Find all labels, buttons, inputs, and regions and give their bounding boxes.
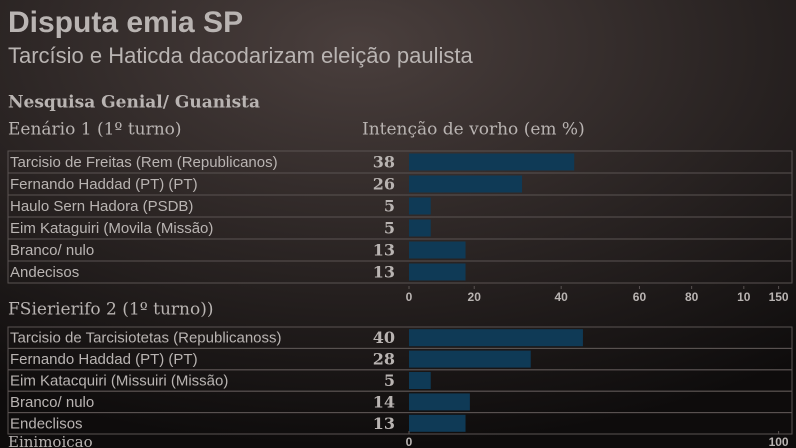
row-label: Branco/ nulo: [10, 242, 94, 259]
row-label: Eim Katacquiri (Missuiri (Missão): [10, 372, 228, 389]
value-label: 5: [384, 197, 395, 216]
value-label: 13: [373, 263, 395, 282]
x-tick-label: 10: [737, 290, 751, 304]
bar: [409, 263, 466, 281]
x-tick-label: 60: [633, 290, 647, 304]
x-tick-label: 80: [685, 290, 699, 304]
row-label: Andecisos: [10, 264, 79, 281]
x-tick-label: 150: [769, 290, 789, 304]
section-title: FSierierifo 2 (1º turno)): [8, 300, 213, 320]
value-label: 13: [373, 241, 395, 260]
source: Nesquisa Genial/ Guanista: [8, 93, 260, 113]
value-label: 38: [373, 153, 395, 172]
x-tick-label: 20: [468, 290, 482, 304]
axis-label: Intenção de vorho (em %): [362, 120, 585, 140]
x-tick-label: 0: [406, 435, 413, 448]
bar: [409, 372, 431, 389]
x-tick-label: 40: [555, 290, 569, 304]
value-label: 13: [373, 414, 395, 433]
row-label: Haulo Sern Hadora (PSDB): [10, 198, 193, 215]
row-label: Fernando Haddad (PT) (PT): [10, 176, 198, 193]
bar: [409, 241, 466, 259]
bar: [409, 153, 575, 171]
bar: [409, 329, 583, 347]
bar: [409, 175, 523, 193]
value-label: 40: [373, 328, 395, 347]
bar: [409, 219, 431, 237]
row-label: Tarcisio de Tarcisiotetas (Republicanoss…: [10, 330, 282, 347]
row-border: [7, 260, 793, 284]
value-label: 26: [373, 175, 395, 194]
row-label: Tarcisio de Freitas (Rem (Republicanos): [10, 154, 278, 171]
footer: Einimoicao: [8, 433, 93, 448]
x-tick-label: 100: [769, 435, 789, 448]
section-title: Eenário 1 (1º turno): [8, 120, 182, 140]
value-label: 5: [384, 371, 395, 390]
bar: [409, 414, 466, 432]
value-label: 28: [373, 350, 395, 369]
row-label: Endeclisos: [10, 415, 83, 432]
x-tick-label: 0: [406, 290, 413, 304]
value-label: 5: [384, 219, 395, 238]
subtitle: Tarcísio e Haticda dacodarizam eleição p…: [8, 43, 473, 68]
row-border: [7, 412, 793, 435]
bar: [409, 350, 531, 368]
row-label: Branco/ nulo: [10, 394, 94, 411]
title: Disputa emia SP: [8, 6, 243, 39]
value-label: 14: [373, 392, 395, 411]
row-label: Eim Kataguiri (Movila (Missão): [10, 220, 213, 237]
bar: [409, 393, 470, 411]
bar: [409, 197, 431, 215]
row-label: Fernando Haddad (PT) (PT): [10, 351, 198, 368]
